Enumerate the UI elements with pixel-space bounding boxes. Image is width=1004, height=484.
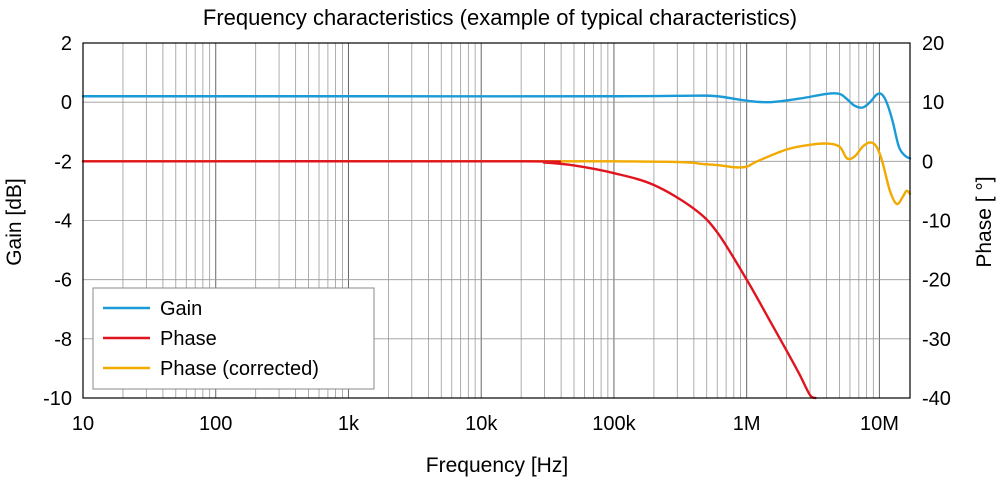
x-tick-label: 10k — [465, 413, 498, 435]
y-left-tick-labels: 2 0 -2 -4 -6 -8 -10 — [43, 33, 72, 410]
y-right-tick-label: 20 — [922, 33, 944, 55]
y-left-axis-label: Gain [dB] — [3, 178, 26, 266]
chart-title: Frequency characteristics (example of ty… — [203, 5, 797, 30]
x-tick-label: 100 — [199, 413, 232, 435]
y-right-tick-label: -30 — [922, 329, 951, 351]
legend-label: Gain — [160, 298, 202, 320]
y-left-tick-label: -4 — [54, 211, 72, 233]
x-tick-label: 10 — [72, 413, 94, 435]
x-axis-label: Frequency [Hz] — [426, 454, 568, 477]
series-line-phase-corrected — [81, 141, 912, 206]
plot-frame — [82, 42, 911, 399]
y-left-tick-label: -6 — [54, 270, 72, 292]
y-right-tick-label: -20 — [922, 270, 951, 292]
y-left-tick-label: 0 — [61, 92, 72, 114]
x-tick-labels: 10 100 1k 10k 100k 1M 10M — [72, 413, 899, 435]
y-right-tick-label: -10 — [922, 211, 951, 233]
series-lines — [81, 92, 912, 400]
series-line-phase — [81, 160, 817, 400]
y-left-tick-label: -2 — [54, 151, 72, 173]
x-tick-label: 100k — [592, 413, 636, 435]
y-right-tick-label: -40 — [922, 388, 951, 410]
y-left-tick-label: -10 — [43, 388, 72, 410]
y-right-tick-label: 10 — [922, 92, 944, 114]
y-right-tick-label: 0 — [922, 151, 933, 173]
y-left-tick-label: -8 — [54, 329, 72, 351]
legend-label: Phase — [160, 328, 217, 350]
y-right-tick-labels: 20 10 0 -10 -20 -30 -40 — [922, 33, 951, 410]
x-tick-label: 1k — [338, 413, 360, 435]
series-line-gain — [81, 92, 912, 160]
legend: Gain Phase Phase (corrected) — [92, 287, 375, 390]
y-left-tick-label: 2 — [61, 33, 72, 55]
legend-label: Phase (corrected) — [160, 358, 319, 380]
x-tick-label: 1M — [733, 413, 761, 435]
x-tick-label: 10M — [860, 413, 899, 435]
y-right-axis-label: Phase [ °] — [973, 176, 996, 267]
